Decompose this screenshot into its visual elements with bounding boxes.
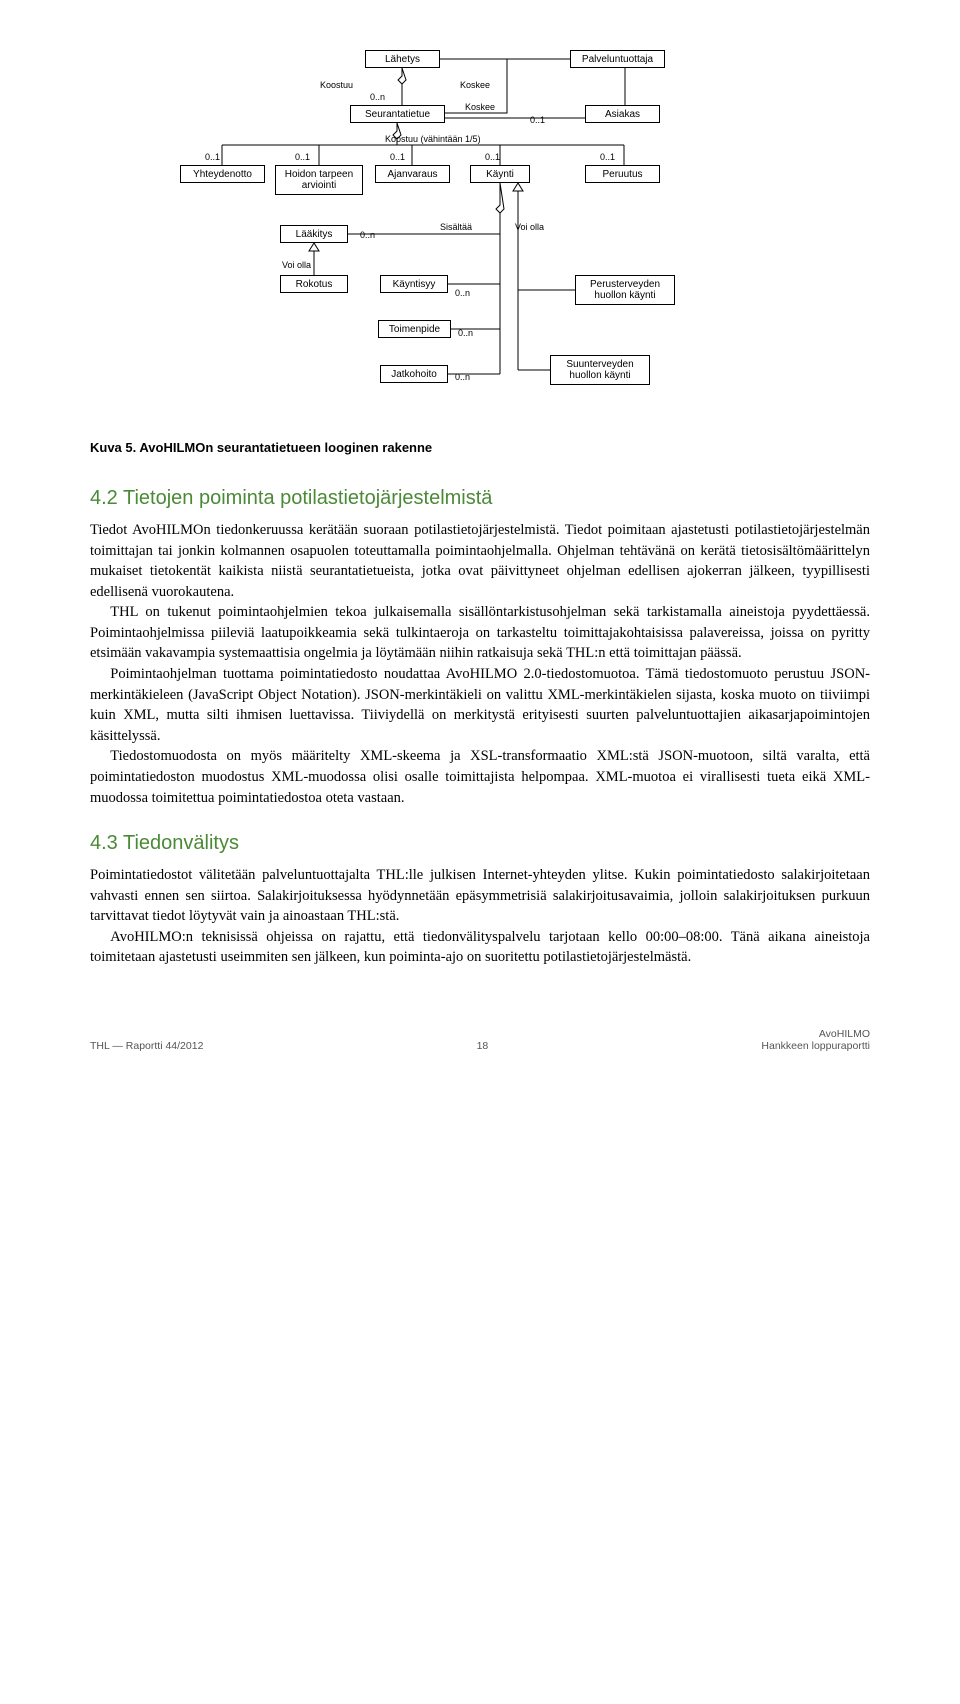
body-text: THL on tukenut poimintaohjelmien tekoa j… [90,602,870,664]
lbl: Sisältää [440,222,472,232]
box-asiakas: Asiakas [585,105,660,123]
footer-left: THL — Raportti 44/2012 [90,1040,203,1052]
body-text: Tiedostomuodosta on myös määritelty XML-… [90,746,870,808]
body-text: AvoHILMO:n teknisissä ohjeissa on rajatt… [90,927,870,968]
box-lahetys: Lähetys [365,50,440,68]
lbl: 0..n [455,288,470,298]
lbl: Voi olla [515,222,544,232]
body-text: Poimintatiedostot välitetään palveluntuo… [90,865,870,927]
lbl: 0..n [370,92,385,102]
footer-right: AvoHILMO Hankkeen loppuraportti [761,1028,870,1052]
lbl: Koostuu [320,80,353,90]
box-kaynti: Käynti [470,165,530,183]
box-jatkohoito: Jatkohoito [380,365,448,383]
box-laakitys: Lääkitys [280,225,348,243]
uml-diagram: Lähetys Palveluntuottaja Seurantatietue … [180,50,780,410]
lbl: 0..n [455,372,470,382]
lbl: Koskee [460,80,490,90]
body-text: Poimintaohjelman tuottama poimintatiedos… [90,664,870,746]
lbl: Koostuu (vähintään 1/5) [385,134,481,144]
box-ajanvaraus: Ajanvaraus [375,165,450,183]
page-footer: THL — Raportti 44/2012 18 AvoHILMO Hankk… [90,1028,870,1052]
box-rokotus: Rokotus [280,275,348,293]
lbl: 0..1 [295,152,310,162]
body-text: Tiedot AvoHILMOn tiedonkeruussa kerätään… [90,520,870,602]
footer-page-number: 18 [477,1040,489,1052]
box-toimenpide: Toimenpide [378,320,451,338]
box-suunterveyden: Suunterveyden huollon käynti [550,355,650,385]
footer-right-line: AvoHILMO [761,1028,870,1040]
page: Lähetys Palveluntuottaja Seurantatietue … [0,0,960,1092]
lbl: 0..1 [485,152,500,162]
box-kayntisyy: Käyntisyy [380,275,448,293]
figure-caption: Kuva 5. AvoHILMOn seurantatietueen loogi… [90,440,870,455]
footer-right-line: Hankkeen loppuraportti [761,1040,870,1052]
box-peruutus: Peruutus [585,165,660,183]
section-4-2-title: 4.2 Tietojen poiminta potilastietojärjes… [90,487,870,510]
lbl: 0..1 [205,152,220,162]
lbl: Koskee [465,102,495,112]
box-perusterveyden: Perusterveyden huollon käynti [575,275,675,305]
box-seurantatietue: Seurantatietue [350,105,445,123]
lbl: 0..1 [600,152,615,162]
section-4-3-title: 4.3 Tiedonvälitys [90,832,870,855]
box-palveluntuottaja: Palveluntuottaja [570,50,665,68]
lbl: 0..n [458,328,473,338]
lbl: Voi olla [282,260,311,270]
box-hoidon: Hoidon tarpeen arviointi [275,165,363,195]
box-yhteydenotto: Yhteydenotto [180,165,265,183]
lbl: 0..1 [530,115,545,125]
lbl: 0..1 [390,152,405,162]
lbl: 0..n [360,230,375,240]
